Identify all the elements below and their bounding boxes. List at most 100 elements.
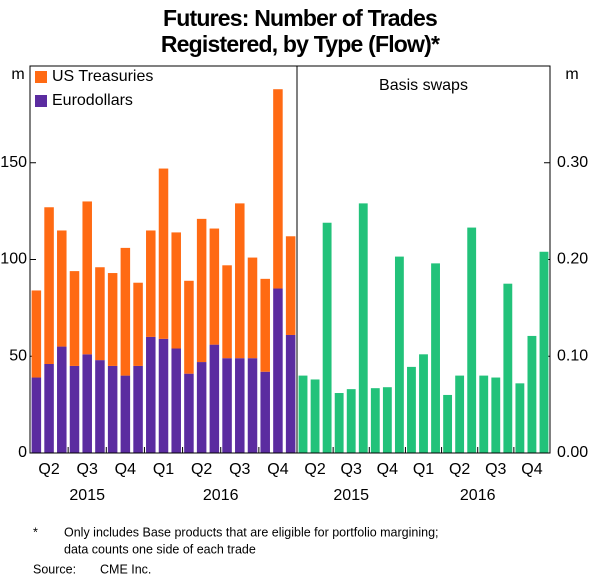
bar xyxy=(69,365,80,453)
y-tick-label: 100 xyxy=(0,251,27,268)
bar xyxy=(222,265,232,359)
bar xyxy=(419,354,428,453)
x-tick-label: Q4 xyxy=(377,461,398,478)
year-label: 2016 xyxy=(460,487,496,504)
x-tick-label: Q4 xyxy=(521,461,542,478)
bar xyxy=(69,271,80,366)
bar xyxy=(209,228,220,345)
bar xyxy=(133,365,143,453)
bar xyxy=(322,222,332,453)
bar xyxy=(247,358,258,453)
bar xyxy=(95,267,105,361)
y-tick-label: 0.20 xyxy=(557,251,588,268)
bar xyxy=(107,365,118,453)
bar xyxy=(273,89,283,289)
bar xyxy=(358,203,368,453)
bar xyxy=(235,358,245,453)
bar xyxy=(209,344,220,453)
source-label: Source: xyxy=(33,562,76,576)
bar xyxy=(146,336,156,453)
x-tick-label: Q2 xyxy=(449,461,470,478)
bar xyxy=(158,168,169,339)
bar xyxy=(120,247,131,376)
bar xyxy=(57,230,67,347)
y-tick-label: 0.30 xyxy=(557,154,588,171)
bar xyxy=(285,334,296,453)
bar xyxy=(515,383,525,453)
y-tick-label: 0.00 xyxy=(557,444,588,461)
x-tick-label: Q3 xyxy=(485,461,506,478)
bar xyxy=(107,273,118,366)
y-tick-label: 50 xyxy=(9,347,27,364)
bar xyxy=(539,251,549,453)
x-tick-label: Q1 xyxy=(413,461,434,478)
x-tick-label: Q3 xyxy=(77,461,98,478)
bar xyxy=(171,232,181,349)
bar xyxy=(260,371,270,453)
x-tick-label: Q4 xyxy=(115,461,136,478)
bar xyxy=(44,363,54,453)
y-tick-label: 0.10 xyxy=(557,347,588,364)
bar xyxy=(310,379,320,453)
y-unit: m xyxy=(565,66,578,83)
bar xyxy=(95,360,105,453)
panel-title: Basis swaps xyxy=(379,77,468,94)
bar xyxy=(146,230,156,337)
bar xyxy=(82,354,92,453)
chart-title: Registered, by Type (Flow)* xyxy=(161,31,440,57)
bar xyxy=(467,227,477,453)
y-tick-label: 150 xyxy=(0,154,27,171)
bar xyxy=(503,283,513,453)
bar xyxy=(133,282,143,366)
bar xyxy=(184,280,194,374)
bar xyxy=(196,218,207,363)
bar xyxy=(443,394,453,453)
bar xyxy=(44,207,54,364)
bar xyxy=(247,257,258,359)
bar xyxy=(527,335,537,453)
x-tick-label: Q3 xyxy=(341,461,362,478)
x-tick-label: Q2 xyxy=(191,461,212,478)
bar xyxy=(31,377,42,453)
bar xyxy=(171,348,181,453)
year-label: 2016 xyxy=(203,487,239,504)
footnote: Only includes Base products that are eli… xyxy=(64,525,439,539)
footnote: data counts one side of each trade xyxy=(64,542,256,556)
x-tick-label: Q3 xyxy=(229,461,250,478)
bar xyxy=(298,375,308,453)
bar xyxy=(196,362,207,453)
legend-swatch xyxy=(35,71,47,83)
bar xyxy=(31,290,42,378)
footnote-marker: * xyxy=(33,525,38,539)
bar xyxy=(407,366,416,453)
bar xyxy=(334,393,344,453)
y-unit: m xyxy=(11,66,24,83)
legend-label: Eurodollars xyxy=(52,92,133,109)
bar xyxy=(370,388,380,453)
source: CME Inc. xyxy=(100,562,151,576)
bar xyxy=(273,288,283,453)
x-tick-label: Q2 xyxy=(304,461,325,478)
legend-swatch xyxy=(35,95,47,107)
bar xyxy=(285,236,296,335)
bar xyxy=(158,338,169,453)
x-tick-label: Q1 xyxy=(153,461,174,478)
year-label: 2015 xyxy=(333,487,369,504)
bar xyxy=(491,377,501,453)
plot-frame xyxy=(29,65,551,454)
y-tick-label: 0 xyxy=(18,444,27,461)
bar xyxy=(346,389,356,453)
chart-title: Futures: Number of Trades xyxy=(163,5,437,31)
bar xyxy=(120,375,131,453)
bar xyxy=(431,263,440,453)
x-tick-label: Q2 xyxy=(38,461,59,478)
bar xyxy=(57,346,67,453)
year-label: 2015 xyxy=(69,487,105,504)
legend-label: US Treasuries xyxy=(52,68,153,85)
bar xyxy=(260,278,270,372)
x-tick-label: Q4 xyxy=(267,461,288,478)
bar xyxy=(235,203,245,359)
bar xyxy=(455,375,465,453)
bar xyxy=(382,387,392,453)
bar xyxy=(82,201,92,355)
